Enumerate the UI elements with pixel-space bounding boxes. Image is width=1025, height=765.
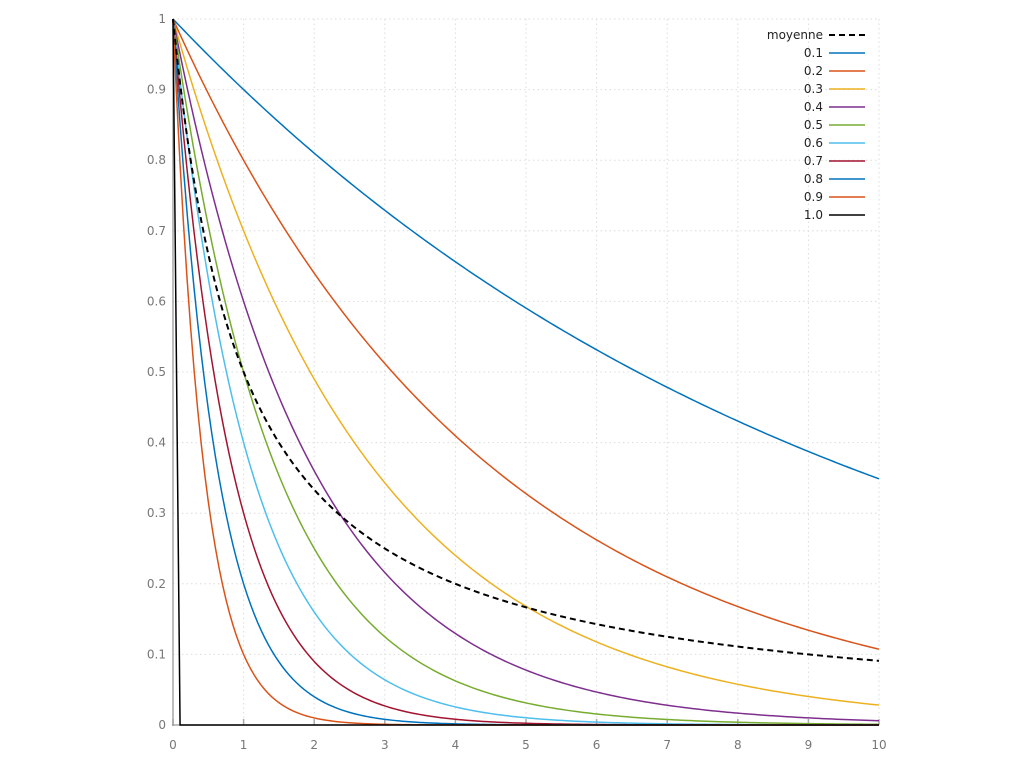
legend-label: moyenne — [767, 28, 823, 42]
x-tick-label: 7 — [663, 738, 671, 752]
series-line-0-2 — [172, 18, 880, 650]
y-tick-label: 0 — [158, 718, 166, 732]
y-tick-label: 0.8 — [147, 153, 166, 167]
y-tick-label: 1 — [158, 12, 166, 26]
y-tick-label: 0.4 — [147, 436, 166, 450]
legend-label: 1.0 — [804, 208, 823, 222]
x-tick-label: 1 — [240, 738, 248, 752]
x-tick-label: 10 — [871, 738, 886, 752]
grid — [173, 18, 880, 725]
x-tick-label: 6 — [593, 738, 601, 752]
y-tick-label: 0.9 — [147, 83, 166, 97]
series-line-0-4 — [172, 18, 880, 722]
y-tick-label: 0.5 — [147, 365, 166, 379]
legend-label: 0.3 — [804, 82, 823, 96]
y-tick-label: 0.7 — [147, 224, 166, 238]
legend-label: 0.9 — [804, 190, 823, 204]
series-line-moyenne — [172, 18, 880, 662]
x-tick-label: 9 — [805, 738, 813, 752]
legend-label: 0.6 — [804, 136, 823, 150]
y-tick-label: 0.6 — [147, 294, 166, 308]
legend-label: 0.7 — [804, 154, 823, 168]
legend-label: 0.1 — [804, 46, 823, 60]
x-tick-label: 4 — [452, 738, 460, 752]
series-line-0-1 — [172, 18, 880, 480]
legend-label: 0.4 — [804, 100, 823, 114]
y-tick-label: 0.1 — [147, 647, 166, 661]
x-tick-label: 8 — [734, 738, 742, 752]
legend-label: 0.5 — [804, 118, 823, 132]
legend-label: 0.2 — [804, 64, 823, 78]
legend: moyenne 0.1 0.2 0.3 0.4 0.5 0.6 0.7 0.8 0.9 1.0 — [767, 28, 865, 222]
y-tick-label: 0.2 — [147, 577, 166, 591]
x-tick-label: 3 — [381, 738, 389, 752]
axes: 0 1 2 3 4 5 6 7 8 9 10 0 0.1 0.2 0.3 0.4 0.5 0.6 0.7 0.8 0.9… — [147, 12, 887, 752]
legend-label: 0.8 — [804, 172, 823, 186]
series-line-0-5 — [172, 18, 880, 726]
y-tick-label: 0.3 — [147, 506, 166, 520]
x-tick-label: 0 — [169, 738, 177, 752]
x-tick-label: 2 — [310, 738, 318, 752]
series-line-1-0 — [172, 18, 879, 726]
series-lines — [172, 18, 880, 726]
x-tick-label: 5 — [522, 738, 530, 752]
